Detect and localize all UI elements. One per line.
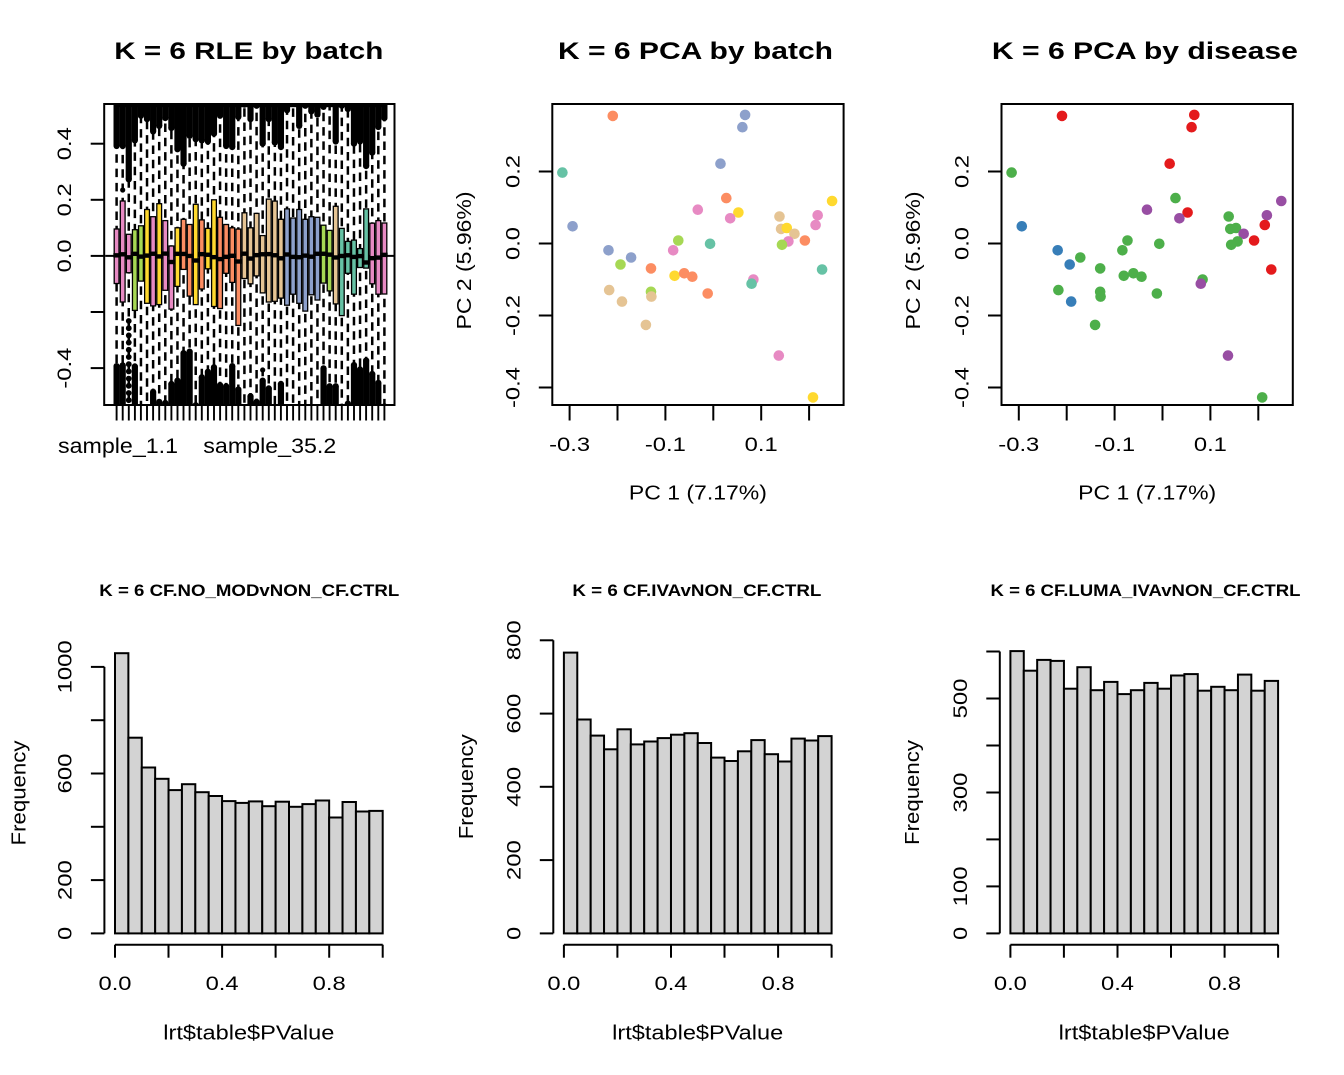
svg-text:600: 600 [503,693,525,733]
svg-text:0.2: 0.2 [54,183,76,216]
svg-text:PC 1 (7.17%): PC 1 (7.17%) [1078,482,1216,504]
svg-text:-0.3: -0.3 [549,434,590,456]
svg-text:-0.3: -0.3 [998,434,1039,456]
svg-text:-0.4: -0.4 [952,367,974,408]
svg-text:0.0: 0.0 [547,973,580,995]
svg-text:0.8: 0.8 [1208,973,1241,995]
svg-text:PC 2 (5.96%): PC 2 (5.96%) [903,192,925,330]
svg-text:K = 6 CF.NO_MODvNON_CF.CTRL: K = 6 CF.NO_MODvNON_CF.CTRL [99,581,399,600]
svg-text:0.4: 0.4 [54,127,76,160]
svg-text:0.4: 0.4 [206,973,239,995]
svg-text:400: 400 [503,767,525,807]
svg-text:0.0: 0.0 [994,973,1027,995]
svg-text:0.2: 0.2 [952,155,974,188]
svg-text:300: 300 [950,772,972,812]
svg-text:0: 0 [54,927,76,940]
svg-text:PC 1 (7.17%): PC 1 (7.17%) [629,482,767,504]
svg-text:K = 6 CF.LUMA_IVAvNON_CF.CTRL: K = 6 CF.LUMA_IVAvNON_CF.CTRL [991,581,1301,600]
svg-text:lrt$table$PValue: lrt$table$PValue [1059,1023,1230,1045]
svg-text:800: 800 [503,620,525,660]
svg-text:Frequency: Frequency [456,734,478,839]
svg-text:sample_35.2: sample_35.2 [203,435,336,458]
svg-text:0.2: 0.2 [502,155,524,188]
svg-text:K = 6 PCA by disease: K = 6 PCA by disease [992,38,1298,65]
svg-text:lrt$table$PValue: lrt$table$PValue [163,1023,334,1045]
svg-text:K = 6 CF.IVAvNON_CF.CTRL: K = 6 CF.IVAvNON_CF.CTRL [572,581,821,600]
svg-text:0.8: 0.8 [762,973,795,995]
svg-text:0.1: 0.1 [745,434,778,456]
svg-text:-0.1: -0.1 [1094,434,1135,456]
svg-text:0.8: 0.8 [313,973,346,995]
svg-text:600: 600 [54,753,76,793]
svg-text:-0.2: -0.2 [502,295,524,336]
svg-text:500: 500 [950,678,972,718]
svg-text:0.1: 0.1 [1194,434,1227,456]
svg-text:0.0: 0.0 [99,973,132,995]
svg-text:-0.1: -0.1 [645,434,686,456]
svg-text:-0.4: -0.4 [54,347,76,388]
svg-text:K = 6 RLE by batch: K = 6 RLE by batch [114,38,383,65]
svg-text:0.4: 0.4 [655,973,688,995]
svg-text:200: 200 [503,840,525,880]
svg-text:0.0: 0.0 [54,239,76,272]
svg-text:Frequency: Frequency [9,741,31,846]
svg-text:PC 2 (5.96%): PC 2 (5.96%) [454,192,476,330]
svg-text:lrt$table$PValue: lrt$table$PValue [612,1023,783,1045]
svg-text:0.0: 0.0 [952,227,974,260]
svg-text:100: 100 [950,866,972,906]
svg-text:0.0: 0.0 [502,227,524,260]
svg-text:K = 6 PCA by batch: K = 6 PCA by batch [558,38,833,65]
svg-text:1000: 1000 [54,640,76,693]
svg-text:0: 0 [950,927,972,940]
svg-text:0: 0 [503,927,525,940]
svg-text:0.4: 0.4 [1101,973,1134,995]
svg-text:-0.4: -0.4 [502,367,524,408]
svg-text:200: 200 [54,860,76,900]
svg-text:Frequency: Frequency [902,740,924,845]
svg-text:sample_1.1: sample_1.1 [58,435,178,458]
svg-text:-0.2: -0.2 [952,295,974,336]
